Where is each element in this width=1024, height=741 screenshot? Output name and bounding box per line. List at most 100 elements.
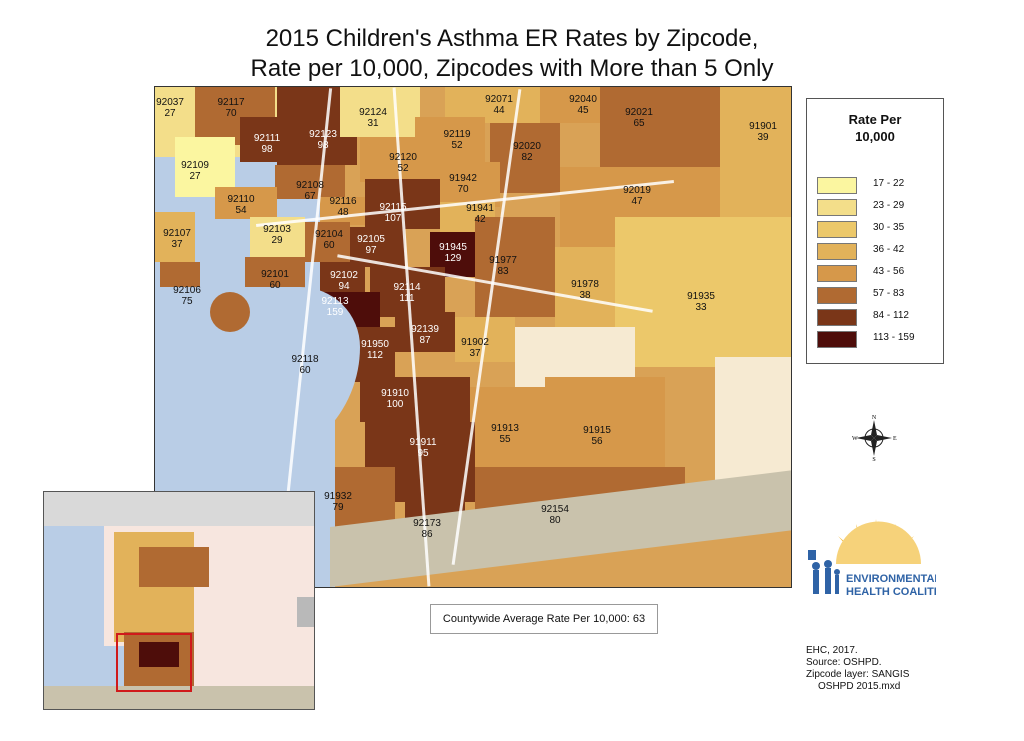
zip-label-92173: 92173 86 xyxy=(413,518,441,540)
credits-line3: Zipcode layer: SANGIS xyxy=(806,669,910,680)
zip-label-91911: 91911 95 xyxy=(409,437,437,459)
legend-range: 57 - 83 xyxy=(873,288,905,299)
zip-label-92154: 92154 80 xyxy=(541,504,569,526)
credits-line4: OSHPD 2015.mxd xyxy=(818,681,901,692)
credits-line1: EHC, 2017. xyxy=(806,645,858,656)
zip-label-92040: 92040 45 xyxy=(569,94,597,116)
zip-label-92120: 92120 52 xyxy=(389,152,417,174)
credits-line2: Source: OSHPD. xyxy=(806,657,882,668)
inset-locator-map xyxy=(43,491,315,710)
zip-label-92110: 92110 54 xyxy=(227,194,255,216)
zip-label-92103: 92103 29 xyxy=(263,224,291,246)
inset-extent-box xyxy=(116,633,192,692)
legend-range: 17 - 22 xyxy=(873,178,905,189)
zone-91913 xyxy=(470,387,545,477)
zone-92021 xyxy=(600,87,720,167)
inset-east-area xyxy=(297,597,314,627)
zip-label-92019: 92019 47 xyxy=(623,185,651,207)
main-map: 92037 27 92117 70 92111 98 92123 98 92124 31 … xyxy=(154,86,792,588)
map-title-line2: Rate per 10,000, Zipcodes with More than… xyxy=(250,55,774,82)
zip-label-92139: 92139 87 xyxy=(411,324,439,346)
legend-range: 113 - 159 xyxy=(873,332,915,343)
legend-swatch xyxy=(817,221,857,238)
zone-92139 xyxy=(395,312,455,352)
legend-swatch xyxy=(817,177,857,194)
zone-91915 xyxy=(545,377,665,467)
compass-rose-icon: N S W E xyxy=(852,415,897,462)
legend-swatch xyxy=(817,309,857,326)
zip-label-91978: 91978 38 xyxy=(571,279,599,301)
zip-label-92102: 92102 94 xyxy=(330,270,358,292)
legend-title-line2: 10,000 xyxy=(855,129,895,144)
zip-label-92104: 92104 60 xyxy=(315,229,343,251)
zip-label-92119: 92119 52 xyxy=(443,129,471,151)
zip-label-91910: 91910 100 xyxy=(381,388,409,410)
zip-label-92116: 92116 48 xyxy=(329,196,357,218)
zip-label-92111: 92111 98 xyxy=(253,133,281,155)
zone-92040 xyxy=(540,87,600,123)
compass-e: E xyxy=(893,436,897,442)
logo-line1: ENVIRONMENTAL xyxy=(846,573,936,585)
legend-swatch xyxy=(817,265,857,282)
legend-range: 30 - 35 xyxy=(873,222,905,233)
zip-label-92106: 92106 75 xyxy=(173,285,201,307)
zip-label-92114: 92114 111 xyxy=(393,282,421,304)
legend-swatch xyxy=(817,287,857,304)
legend-title-line1: Rate Per xyxy=(848,112,902,127)
legend-range: 84 - 112 xyxy=(873,310,909,321)
inset-mexico xyxy=(44,686,314,709)
map-title-line1: 2015 Children's Asthma ER Rates by Zipco… xyxy=(265,25,759,52)
zip-label-91942: 91942 70 xyxy=(449,173,477,195)
no-data-area-2 xyxy=(715,357,791,487)
credits: EHC, 2017. Source: OSHPD. Zipcode layer:… xyxy=(806,645,909,693)
zone-92107 xyxy=(155,212,195,262)
zip-label-92071: 92071 44 xyxy=(485,94,513,116)
zone-91978 xyxy=(555,247,615,337)
environmental-health-coalition-logo: ENVIRONMENTAL HEALTH COALITION xyxy=(808,519,936,598)
zip-label-91941: 91941 42 xyxy=(466,203,494,225)
inset-zones-darkest xyxy=(139,642,179,667)
legend-swatch xyxy=(817,243,857,260)
zip-label-92101: 92101 60 xyxy=(261,269,289,291)
legend-swatch xyxy=(817,331,857,348)
zip-label-92118: 92118 60 xyxy=(291,354,319,376)
legend-range: 36 - 42 xyxy=(873,244,905,255)
zip-label-91950: 91950 112 xyxy=(361,339,389,361)
zip-label-92105: 92105 97 xyxy=(357,234,385,256)
zone-92108 xyxy=(275,165,345,199)
zip-label-92107: 92107 37 xyxy=(163,228,191,250)
zip-label-92115: 92115 107 xyxy=(379,202,407,224)
zip-label-91902: 91902 37 xyxy=(461,337,489,359)
zone-91935 xyxy=(615,217,791,367)
legend-range: 43 - 56 xyxy=(873,266,905,277)
coronado-land xyxy=(210,292,250,332)
compass-s: S xyxy=(872,457,875,462)
zip-label-91913: 91913 55 xyxy=(491,423,519,445)
zone-92116 xyxy=(320,197,370,225)
logo-line2: HEALTH COALITION xyxy=(846,586,936,598)
zip-label-91901: 91901 39 xyxy=(749,121,777,143)
zone-92110 xyxy=(215,187,277,219)
legend: Rate Per 10,000 17 - 22 23 - 29 30 - 35 … xyxy=(806,98,944,364)
zip-label-92117: 92117 70 xyxy=(217,97,245,119)
legend-swatch xyxy=(817,199,857,216)
zip-label-92109: 92109 27 xyxy=(181,160,209,182)
zip-label-91977: 91977 83 xyxy=(489,255,517,277)
compass-w: W xyxy=(852,436,858,442)
zip-label-91935: 91935 33 xyxy=(687,291,715,313)
inset-zones-dark xyxy=(139,547,209,587)
zone-92020 xyxy=(490,123,560,193)
zip-label-92124: 92124 31 xyxy=(359,107,387,129)
zip-label-92123: 92123 98 xyxy=(309,129,337,151)
zone-91901 xyxy=(720,87,791,217)
zip-label-92108: 92108 67 xyxy=(296,180,324,202)
zip-label-91915: 91915 56 xyxy=(583,425,611,447)
zip-label-91932: 91932 79 xyxy=(324,491,352,513)
countywide-average-box: Countywide Average Rate Per 10,000: 63 xyxy=(430,604,658,634)
inset-north-area xyxy=(44,492,314,526)
zone-92102 xyxy=(320,262,365,292)
zip-label-92021: 92021 65 xyxy=(625,107,653,129)
zip-label-92020: 92020 82 xyxy=(513,141,541,163)
zip-label-92113: 92113 159 xyxy=(321,296,349,318)
zone-92124 xyxy=(340,87,420,137)
